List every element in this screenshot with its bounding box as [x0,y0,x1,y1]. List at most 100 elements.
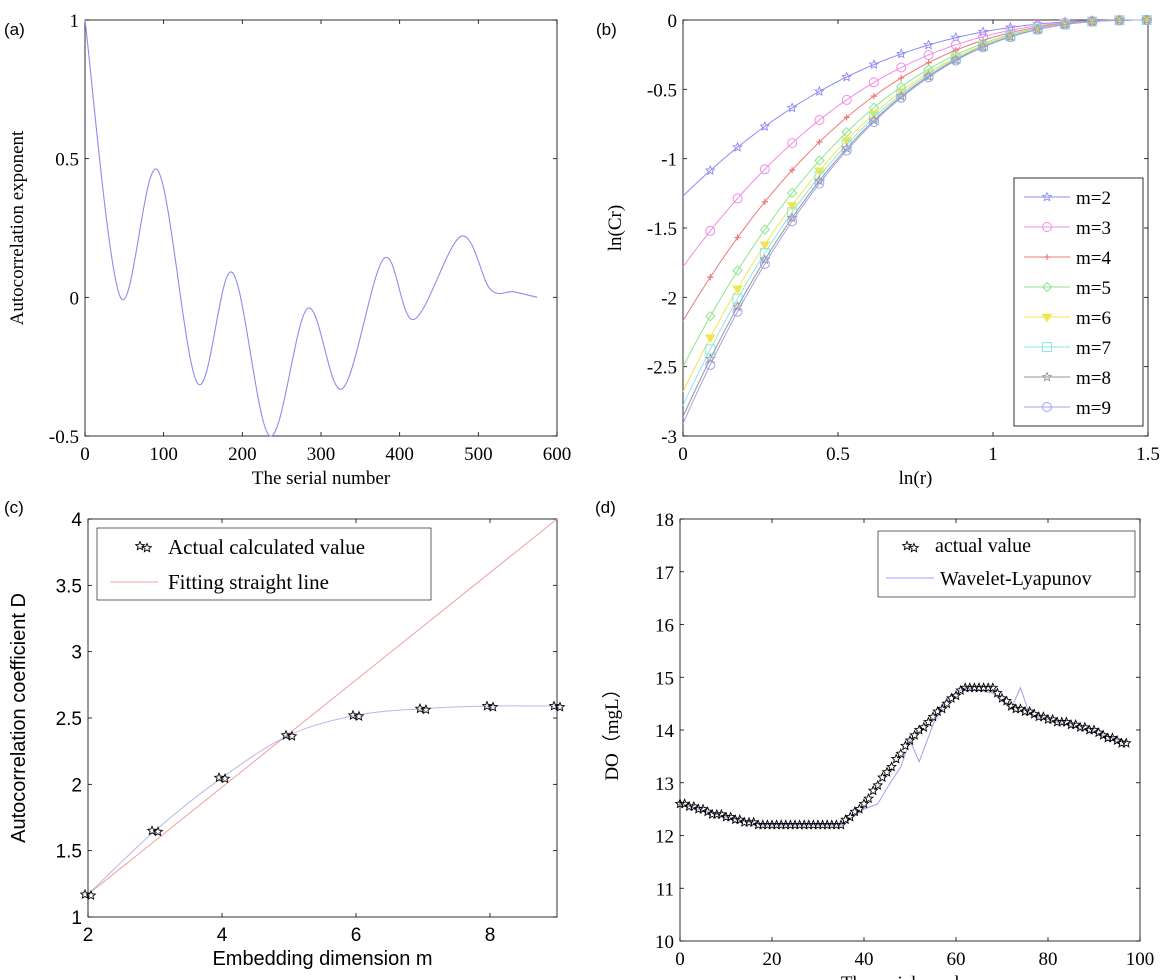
y-tick-label: 16 [655,616,674,637]
data-point [904,734,916,746]
data-point [732,306,743,317]
y-tick-label: 0 [668,11,678,32]
data-point [868,77,879,88]
data-point [705,359,716,370]
data-point [996,692,1008,703]
y-tick-label: -0.5 [647,80,677,101]
data-point [1141,14,1153,25]
data-point [1093,726,1104,738]
data-point [1028,708,1040,719]
legend-label: m=3 [1076,218,1111,239]
x-tick-label: 1 [988,444,998,465]
x-tick-label: 0 [80,444,90,465]
y-tick-label: -1.5 [647,219,677,240]
data-point [918,721,930,732]
data-point [1097,729,1109,740]
legend-marker [1041,281,1053,293]
legend-box [1013,177,1144,427]
data-point [814,115,825,126]
data-point [1005,700,1017,711]
data-point [843,114,850,121]
legend-box [877,530,1136,598]
legend-label: m=6 [1076,308,1111,329]
legend-marker [1041,371,1053,382]
x-tick-label: 200 [228,444,257,465]
y-axis-label: ln(Cr) [605,205,626,251]
x-tick-label: 2 [83,925,94,946]
chart-b: 0 0.5 1 1.5 -3 -2.5 -2 -1.5 -1 -0.5 0 ln(r) ln(Cr) (b… [596,11,1160,489]
x-tick-label: 20 [763,949,782,970]
data-point [896,92,907,103]
data-point [936,703,948,714]
data-point [213,772,225,783]
data-point [870,92,878,100]
x-tick-label: 1.5 [1136,444,1160,465]
data-point [987,682,999,693]
x-axis-label: Embedding dimension m [212,948,432,970]
x-tick-label: 0 [675,949,685,970]
data-point [1032,24,1043,35]
y-tick-label: 3.5 [56,576,82,597]
data-point [704,164,716,176]
data-point [702,806,713,817]
data-point [955,684,966,696]
data-point [1114,15,1125,26]
y-tick-label: 14 [655,721,675,742]
data-point [1001,695,1012,706]
legend-marker [1041,313,1053,323]
data-point [841,139,852,150]
y-tick-label: 11 [656,879,674,900]
data-point [705,225,716,236]
data-point [890,753,902,764]
legend-marker [134,540,146,551]
data-point [788,166,796,174]
data-point [787,138,798,149]
data-point [941,697,953,709]
data-point [814,85,825,96]
data-point [886,761,897,772]
x-axis-label: The serial number [841,973,980,980]
y-tick-label: -2 [661,288,677,309]
panel-label: (a) [4,20,25,39]
data-point [759,258,770,269]
y-tick-label: 15 [655,668,674,689]
data-point [1015,703,1026,714]
x-tick-label: 400 [385,444,414,465]
y-tick-label: 17 [655,563,674,584]
data-point [706,808,718,819]
data-point [863,792,874,804]
data-point [1032,23,1044,35]
data-point [946,692,957,703]
legend-marker [1042,402,1052,412]
y-tick-label: 2.5 [56,709,82,730]
data-point [841,94,852,105]
legend-label: Wavelet-Lyapunov [940,568,1092,590]
data-point [697,803,709,814]
data-point [752,819,764,830]
x-axis-label: The serial number [252,468,391,489]
series-line [682,19,1148,197]
y-tick-label: 10 [655,932,674,953]
data-point [734,813,746,825]
legend-marker [1042,222,1052,232]
series-line [682,19,1149,424]
data-point [927,711,939,722]
data-point [913,724,925,735]
y-axis-label: DO（mgL） [601,679,623,780]
legend: Actual calculated value Fitting straight … [96,527,432,601]
legend-label: m=2 [1076,188,1111,209]
data-point [867,784,879,796]
fit-line [87,518,558,895]
data-point [1047,713,1058,725]
data-point [1059,18,1071,30]
x-tick-label: 60 [947,949,966,970]
data-point [414,703,426,714]
y-tick-label: 2 [71,775,82,796]
data-point [734,234,741,241]
x-tick-label: 6 [351,925,362,946]
data-point [548,700,560,711]
data-point [85,889,97,901]
chart-d: 0 20 40 60 80 100 10 11 12 13 14 15 16 17 18 The serial… [595,498,1154,980]
data-point [950,690,962,701]
